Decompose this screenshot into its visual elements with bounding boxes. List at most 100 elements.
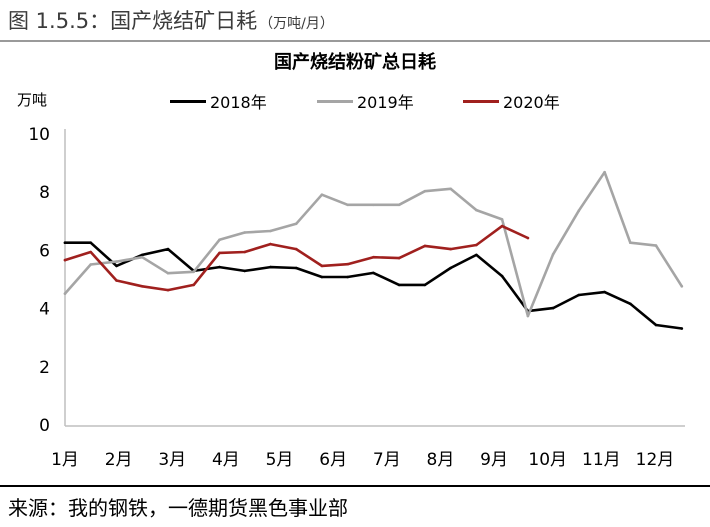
- data-point-2020: [140, 285, 144, 288]
- legend-item-2019: 2019年: [317, 90, 414, 112]
- data-point-2019: [115, 260, 118, 263]
- x-tick-label: 10月: [528, 450, 567, 470]
- y-tick-label: 6: [39, 241, 50, 261]
- legend-swatch-2020: [463, 99, 499, 103]
- data-point-2019: [192, 270, 195, 274]
- figure-caption-unit: （万吨/月）: [259, 16, 334, 32]
- data-point-2018: [294, 266, 298, 270]
- legend-label-2018: 2018年: [210, 93, 267, 112]
- data-point-2019: [269, 229, 272, 233]
- data-point-2020: [372, 255, 375, 259]
- data-point-2018: [629, 302, 632, 306]
- data-point-2018: [372, 271, 375, 275]
- data-point-2019: [372, 203, 375, 207]
- data-point-2018: [397, 283, 401, 287]
- data-point-2019: [526, 314, 530, 318]
- data-point-2018: [115, 264, 118, 268]
- x-tick-label: 6月: [319, 450, 347, 470]
- legend-label-2020: 2020年: [503, 93, 560, 112]
- x-tick-label: 11月: [582, 450, 621, 470]
- data-point-2018: [475, 253, 478, 257]
- legend-item-2020: 2020年: [463, 90, 560, 112]
- data-point-2019: [629, 241, 632, 244]
- data-point-2018: [577, 293, 581, 297]
- data-point-2019: [577, 209, 581, 212]
- data-point-2018: [320, 275, 324, 279]
- data-point-2019: [397, 203, 401, 207]
- data-point-2019: [603, 170, 606, 174]
- data-point-2018: [423, 283, 427, 287]
- x-tick-label: 8月: [427, 450, 455, 470]
- y-tick-label: 2: [39, 358, 50, 378]
- data-point-2019: [680, 285, 684, 288]
- data-point-2020: [218, 251, 221, 255]
- y-axis-unit-label: 万吨: [17, 91, 48, 109]
- legend-item-2018: 2018年: [170, 90, 267, 112]
- data-point-2018: [603, 290, 606, 294]
- x-tick-label: 2月: [105, 450, 133, 470]
- data-point-2019: [294, 222, 298, 226]
- data-point-2018: [500, 274, 504, 278]
- y-tick-label: 0: [39, 416, 50, 436]
- data-point-2018: [346, 275, 349, 279]
- chart-title: 国产烧结粉矿总日耗: [274, 52, 436, 73]
- data-point-2019: [475, 208, 478, 212]
- data-point-2020: [500, 224, 504, 228]
- data-point-2019: [654, 244, 658, 247]
- data-point-2018: [89, 241, 92, 244]
- data-point-2018: [140, 253, 144, 257]
- data-point-2019: [551, 253, 555, 256]
- data-point-2019: [218, 238, 221, 242]
- data-point-2020: [192, 283, 195, 287]
- data-point-2019: [423, 189, 427, 193]
- data-point-2020: [269, 242, 272, 246]
- data-point-2019: [500, 218, 504, 221]
- series-line-2018: [63, 241, 684, 330]
- y-tick-label: 4: [39, 300, 50, 320]
- data-point-2018: [243, 269, 246, 273]
- legend-label-2019: 2019年: [357, 93, 414, 112]
- data-point-2020: [397, 256, 401, 260]
- x-tick-label: 12月: [636, 450, 675, 470]
- data-point-2018: [269, 265, 272, 269]
- data-point-2020: [449, 247, 452, 251]
- data-point-2020: [320, 264, 324, 268]
- data-point-2020: [346, 262, 349, 266]
- data-point-2020: [63, 258, 67, 262]
- source-divider: [0, 485, 710, 487]
- figure-caption: 图 1.5.5：国产烧结矿日耗 （万吨/月）: [8, 6, 334, 36]
- data-point-2020: [166, 288, 170, 292]
- legend-swatch-2019: [317, 99, 353, 103]
- data-point-2019: [63, 292, 67, 295]
- source-note: 来源：我的钢铁，一德期货黑色事业部: [8, 496, 348, 520]
- x-tick-label: 7月: [373, 450, 401, 470]
- data-point-2020: [475, 243, 478, 247]
- data-point-2018: [680, 327, 684, 330]
- caption-divider: [0, 40, 710, 42]
- y-tick-label: 10: [28, 125, 50, 145]
- figure-caption-text: 图 1.5.5：国产烧结矿日耗: [8, 9, 258, 33]
- data-point-2018: [166, 247, 170, 251]
- legend-swatch-2018: [170, 99, 206, 103]
- data-point-2019: [243, 231, 246, 234]
- data-point-2018: [551, 306, 555, 310]
- data-point-2019: [346, 203, 349, 207]
- y-tick-label: 8: [39, 183, 50, 203]
- data-point-2020: [423, 244, 427, 248]
- data-point-2019: [140, 255, 144, 259]
- data-point-2018: [449, 266, 452, 270]
- data-point-2018: [218, 265, 221, 269]
- data-point-2019: [449, 187, 452, 191]
- x-tick-label: 4月: [212, 450, 240, 470]
- data-point-2020: [294, 247, 298, 251]
- data-point-2020: [89, 250, 92, 254]
- x-tick-label: 5月: [266, 450, 294, 470]
- data-point-2019: [89, 263, 92, 266]
- data-point-2020: [243, 250, 246, 254]
- x-tick-label: 9月: [480, 450, 508, 470]
- data-point-2018: [63, 241, 67, 244]
- x-tick-label: 1月: [51, 450, 79, 470]
- data-point-2020: [526, 236, 530, 240]
- data-point-2019: [320, 193, 324, 196]
